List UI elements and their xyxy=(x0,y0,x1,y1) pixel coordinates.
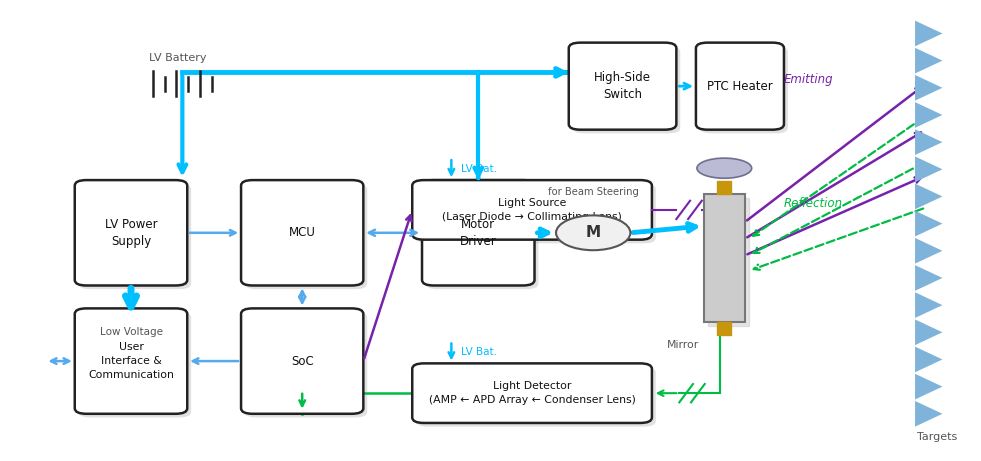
Text: Light Source
(Laser Diode → Collimating Lens): Light Source (Laser Diode → Collimating … xyxy=(442,198,622,222)
Bar xyxy=(717,322,731,335)
FancyBboxPatch shape xyxy=(78,312,191,418)
Text: High-Side
Switch: High-Side Switch xyxy=(594,71,651,101)
FancyBboxPatch shape xyxy=(75,308,187,414)
Text: Mirror: Mirror xyxy=(667,341,698,350)
Polygon shape xyxy=(915,129,943,155)
Text: LV Bat.: LV Bat. xyxy=(461,347,497,357)
Polygon shape xyxy=(915,48,943,73)
Text: Reflection: Reflection xyxy=(784,196,843,209)
FancyBboxPatch shape xyxy=(78,184,191,289)
Polygon shape xyxy=(915,75,943,100)
Bar xyxy=(703,194,745,322)
FancyBboxPatch shape xyxy=(696,42,784,130)
FancyBboxPatch shape xyxy=(422,180,535,285)
Text: LV Power
Supply: LV Power Supply xyxy=(105,218,157,248)
Text: Emitting: Emitting xyxy=(784,73,834,86)
FancyBboxPatch shape xyxy=(416,367,656,426)
Ellipse shape xyxy=(697,158,751,178)
Polygon shape xyxy=(915,211,943,236)
FancyBboxPatch shape xyxy=(573,46,680,133)
Polygon shape xyxy=(915,156,943,182)
FancyBboxPatch shape xyxy=(245,184,367,289)
Text: Motor
Driver: Motor Driver xyxy=(460,218,496,248)
FancyBboxPatch shape xyxy=(241,180,363,285)
Polygon shape xyxy=(915,102,943,128)
Polygon shape xyxy=(915,319,943,345)
Bar xyxy=(717,181,731,194)
Text: Low Voltage: Low Voltage xyxy=(99,327,163,337)
FancyBboxPatch shape xyxy=(75,180,187,285)
Text: Light Detector
(AMP ← APD Array ← Condenser Lens): Light Detector (AMP ← APD Array ← Conden… xyxy=(429,381,636,405)
FancyBboxPatch shape xyxy=(426,184,539,289)
Polygon shape xyxy=(915,265,943,291)
Text: M: M xyxy=(586,225,600,240)
Polygon shape xyxy=(915,238,943,264)
Text: for Beam Steering: for Beam Steering xyxy=(547,187,639,197)
Text: Targets: Targets xyxy=(917,432,957,442)
Text: PTC Heater: PTC Heater xyxy=(707,80,773,93)
Polygon shape xyxy=(915,21,943,46)
Text: SoC: SoC xyxy=(290,355,314,367)
Text: User
Interface &
Communication: User Interface & Communication xyxy=(88,343,174,380)
Polygon shape xyxy=(915,183,943,209)
Polygon shape xyxy=(915,401,943,426)
FancyBboxPatch shape xyxy=(412,180,652,240)
FancyBboxPatch shape xyxy=(699,46,788,133)
Polygon shape xyxy=(915,292,943,318)
FancyBboxPatch shape xyxy=(241,308,363,414)
FancyBboxPatch shape xyxy=(412,363,652,423)
FancyBboxPatch shape xyxy=(416,184,656,243)
FancyBboxPatch shape xyxy=(569,42,676,130)
Bar xyxy=(707,197,749,326)
Circle shape xyxy=(556,215,631,250)
Polygon shape xyxy=(915,374,943,399)
Text: MCU: MCU xyxy=(288,226,316,239)
Polygon shape xyxy=(915,347,943,372)
FancyBboxPatch shape xyxy=(245,312,367,418)
Text: LV Bat.: LV Bat. xyxy=(461,164,497,174)
Text: LV Battery: LV Battery xyxy=(149,53,206,63)
